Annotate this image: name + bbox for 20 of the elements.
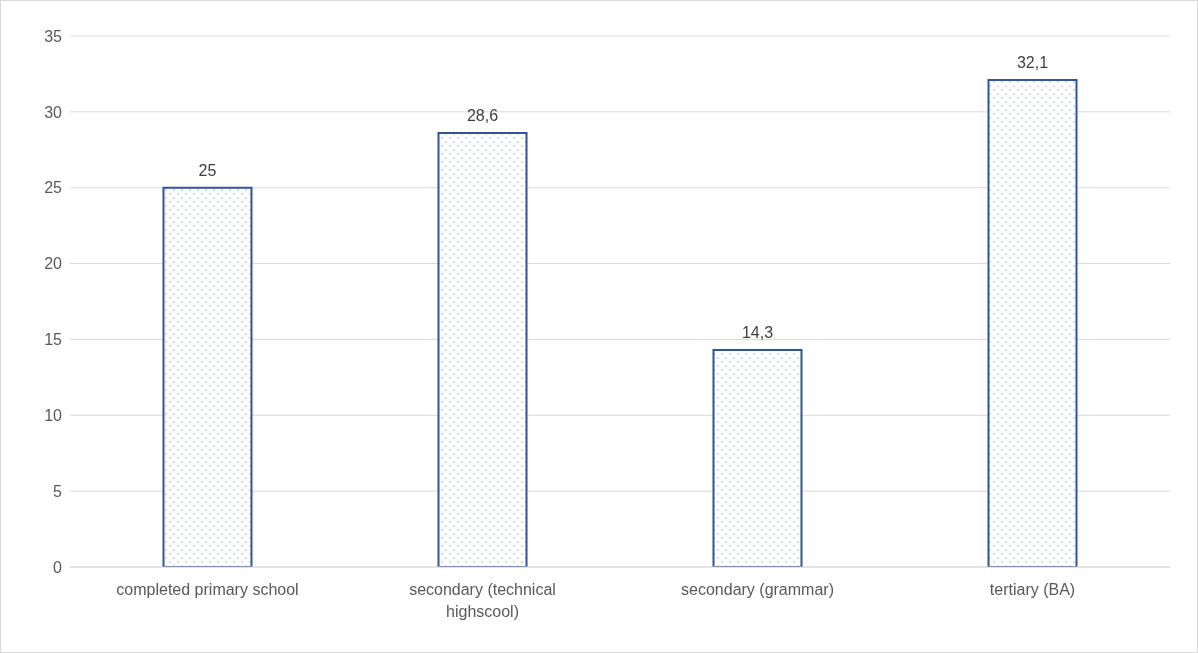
data-label: 14,3 [741, 324, 774, 342]
bar [162, 186, 253, 567]
x-tick-label: tertiary (BA) [989, 581, 1076, 598]
y-tick-label: 20 [44, 255, 63, 273]
bar [437, 132, 528, 567]
y-tick-label: 0 [53, 558, 63, 576]
y-tick-label: 30 [44, 103, 63, 121]
x-tick-label: secondary (grammar) [681, 581, 834, 598]
y-tick-label: 25 [44, 179, 63, 197]
x-tick-label: completed primary school [116, 581, 299, 598]
bar [712, 349, 803, 567]
y-tick-label: 15 [44, 331, 63, 349]
x-tick-label: secondary (technical highscool) [409, 581, 556, 620]
y-tick-label: 5 [53, 482, 63, 500]
data-label: 28,6 [466, 107, 499, 125]
data-label: 25 [198, 161, 217, 179]
bar [987, 79, 1078, 567]
y-tick-label: 10 [44, 406, 63, 424]
data-label: 32,1 [1016, 54, 1049, 71]
y-tick-label: 35 [44, 27, 63, 45]
